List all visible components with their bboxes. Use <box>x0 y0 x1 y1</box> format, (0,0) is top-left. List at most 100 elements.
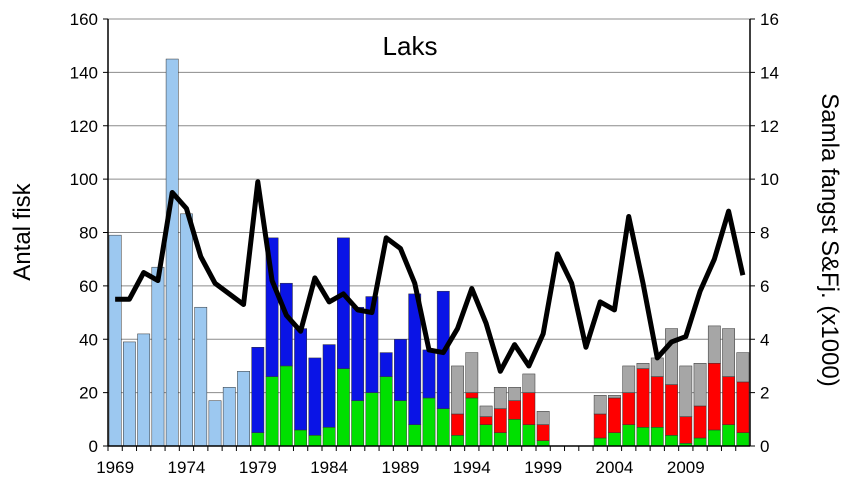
bar <box>465 352 479 393</box>
x-tick-label: 1979 <box>239 458 277 477</box>
bar <box>451 365 464 415</box>
bar <box>536 440 550 447</box>
bar <box>222 387 236 447</box>
bar <box>465 397 479 447</box>
y-tick-label: 140 <box>70 63 98 82</box>
bar <box>722 424 735 447</box>
bar <box>707 429 721 447</box>
bar <box>665 384 678 436</box>
bar <box>322 344 336 428</box>
bar <box>322 427 336 447</box>
bar <box>308 357 322 436</box>
bar <box>665 328 678 385</box>
bar <box>451 435 464 447</box>
bar <box>279 282 293 367</box>
y-tick-label: 40 <box>79 330 98 349</box>
x-tick-label: 1974 <box>168 458 206 477</box>
bar <box>693 405 707 439</box>
bar <box>622 424 636 447</box>
x-tick-label: 1994 <box>453 458 491 477</box>
bar <box>379 352 393 377</box>
bar <box>279 365 293 447</box>
bar <box>608 397 621 433</box>
y2-tick-label: 14 <box>760 63 779 82</box>
bar <box>593 413 607 439</box>
bar <box>636 368 650 428</box>
bar <box>394 400 407 447</box>
bar <box>679 416 693 444</box>
bar <box>493 387 507 409</box>
bar <box>493 432 507 447</box>
bar <box>736 352 750 383</box>
bar <box>422 397 436 447</box>
bar <box>479 405 493 417</box>
bar <box>722 376 735 425</box>
bar <box>123 341 136 447</box>
bar <box>337 368 350 447</box>
bar <box>294 429 307 447</box>
bar <box>493 408 507 433</box>
bar <box>593 395 607 415</box>
bar <box>465 392 479 399</box>
bar <box>536 424 550 441</box>
bar <box>522 392 536 425</box>
x-tick-label: 1999 <box>524 458 562 477</box>
y2-tick-label: 6 <box>760 277 769 296</box>
bar <box>650 427 664 447</box>
bar <box>180 213 193 447</box>
bar <box>522 373 536 393</box>
bar <box>365 296 379 393</box>
y2-tick-label: 12 <box>760 117 779 136</box>
bar <box>636 363 650 369</box>
y2-tick-label: 16 <box>760 10 779 29</box>
bar <box>337 237 350 369</box>
x-tick-label: 1984 <box>310 458 348 477</box>
bar <box>622 365 636 393</box>
y-tick-label: 120 <box>70 117 98 136</box>
bar <box>508 400 521 420</box>
bar <box>707 363 721 431</box>
y-axis-label: Antal fisk <box>9 182 36 280</box>
bar <box>536 411 550 425</box>
bar <box>479 416 493 425</box>
bar <box>151 266 165 447</box>
x-tick-label: 1989 <box>382 458 420 477</box>
y2-tick-label: 4 <box>760 330 769 349</box>
bar <box>736 381 750 433</box>
bar <box>194 306 208 447</box>
bar <box>137 333 151 447</box>
y-tick-label: 80 <box>79 224 98 243</box>
y2-tick-label: 2 <box>760 384 769 403</box>
bar <box>251 432 265 447</box>
bar <box>294 328 307 431</box>
x-tick-label: 2004 <box>596 458 634 477</box>
bar <box>108 234 122 447</box>
bar <box>479 424 493 447</box>
bar <box>351 400 365 447</box>
bar <box>693 363 707 407</box>
line <box>115 179 746 374</box>
y2-tick-label: 10 <box>760 170 779 189</box>
bar <box>608 432 621 447</box>
bar <box>608 395 621 399</box>
bar <box>422 349 436 399</box>
bar <box>593 437 607 447</box>
x-tick-label: 2009 <box>667 458 705 477</box>
bar <box>394 339 407 401</box>
y2-axis-label: Samla fangst S&Fj. (x1000) <box>816 93 843 386</box>
y2-tick-label: 0 <box>760 437 769 456</box>
bar <box>693 437 707 447</box>
y-tick-label: 60 <box>79 277 98 296</box>
bar <box>308 435 322 447</box>
bar <box>665 435 678 447</box>
bar <box>622 392 636 425</box>
bar <box>379 376 393 447</box>
bar <box>451 413 464 436</box>
bar <box>650 357 664 377</box>
bar <box>508 419 521 447</box>
y-tick-label: 20 <box>79 384 98 403</box>
chart-title: Laks <box>383 31 438 61</box>
y2-tick-label: 8 <box>760 224 769 243</box>
bar <box>508 387 521 401</box>
